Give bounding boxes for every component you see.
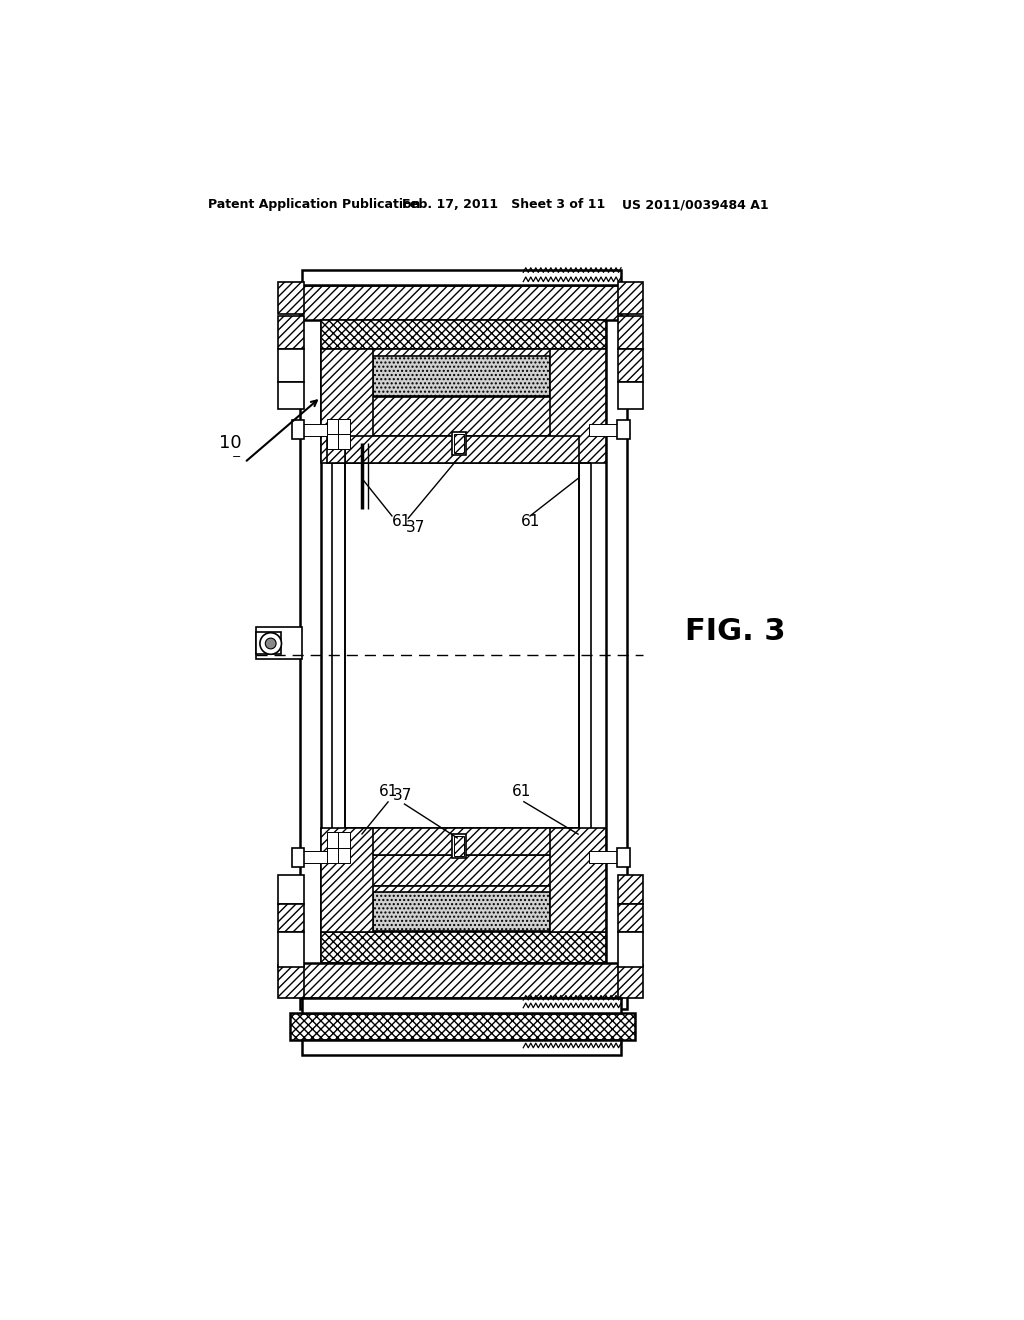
- Bar: [454, 836, 464, 857]
- Bar: [454, 434, 464, 453]
- Bar: [617, 904, 643, 932]
- Bar: [321, 886, 605, 932]
- Text: 61: 61: [379, 784, 398, 799]
- Bar: [373, 892, 550, 931]
- Bar: [256, 627, 301, 659]
- Bar: [327, 432, 345, 462]
- Bar: [617, 932, 643, 966]
- Bar: [339, 418, 350, 434]
- Bar: [279, 932, 304, 966]
- Bar: [327, 832, 339, 847]
- Bar: [296, 851, 327, 863]
- Text: 61: 61: [392, 515, 412, 529]
- Bar: [339, 832, 350, 847]
- Bar: [453, 834, 466, 858]
- Bar: [279, 281, 304, 314]
- Bar: [453, 432, 466, 455]
- Text: US 2011/0039484 A1: US 2011/0039484 A1: [622, 198, 768, 211]
- Circle shape: [260, 632, 282, 655]
- Circle shape: [265, 638, 276, 649]
- Bar: [345, 436, 579, 462]
- Bar: [300, 285, 321, 1010]
- Bar: [617, 965, 643, 998]
- Bar: [617, 847, 630, 867]
- Bar: [301, 1040, 621, 1056]
- Bar: [290, 1014, 635, 1040]
- Bar: [321, 321, 605, 350]
- Bar: [301, 998, 621, 1014]
- Text: −: −: [232, 453, 242, 462]
- Bar: [279, 350, 304, 381]
- Bar: [301, 271, 621, 285]
- Bar: [339, 434, 350, 449]
- Bar: [279, 317, 304, 350]
- Bar: [339, 847, 350, 863]
- Bar: [301, 285, 621, 321]
- Text: FIG. 3: FIG. 3: [685, 618, 785, 647]
- Text: 37: 37: [406, 520, 425, 536]
- Bar: [617, 281, 643, 314]
- Bar: [550, 829, 605, 932]
- Bar: [256, 632, 282, 655]
- Bar: [327, 434, 339, 449]
- Text: 61: 61: [512, 784, 531, 799]
- Bar: [296, 424, 327, 436]
- Bar: [345, 829, 579, 855]
- Bar: [279, 381, 304, 409]
- Bar: [617, 350, 643, 381]
- Bar: [327, 847, 339, 863]
- Bar: [321, 932, 605, 964]
- Bar: [327, 418, 339, 434]
- Bar: [617, 381, 643, 409]
- Text: 10: 10: [219, 434, 242, 453]
- Bar: [617, 875, 643, 904]
- Bar: [617, 317, 643, 350]
- Bar: [345, 462, 579, 829]
- Bar: [321, 350, 373, 462]
- Bar: [373, 355, 550, 396]
- Bar: [605, 285, 628, 1010]
- Text: 61: 61: [521, 515, 541, 529]
- Bar: [550, 350, 605, 462]
- Bar: [589, 851, 624, 863]
- Text: Feb. 17, 2011   Sheet 3 of 11: Feb. 17, 2011 Sheet 3 of 11: [401, 198, 605, 211]
- Text: 37: 37: [392, 788, 412, 804]
- Bar: [321, 855, 605, 886]
- Bar: [617, 420, 630, 440]
- Bar: [321, 397, 605, 436]
- Bar: [292, 420, 304, 440]
- Bar: [321, 350, 605, 397]
- Bar: [279, 875, 304, 904]
- Bar: [589, 424, 624, 436]
- Bar: [292, 847, 304, 867]
- Bar: [301, 964, 621, 998]
- Bar: [321, 829, 373, 932]
- Bar: [279, 904, 304, 932]
- Bar: [279, 965, 304, 998]
- Text: Patent Application Publication: Patent Application Publication: [208, 198, 420, 211]
